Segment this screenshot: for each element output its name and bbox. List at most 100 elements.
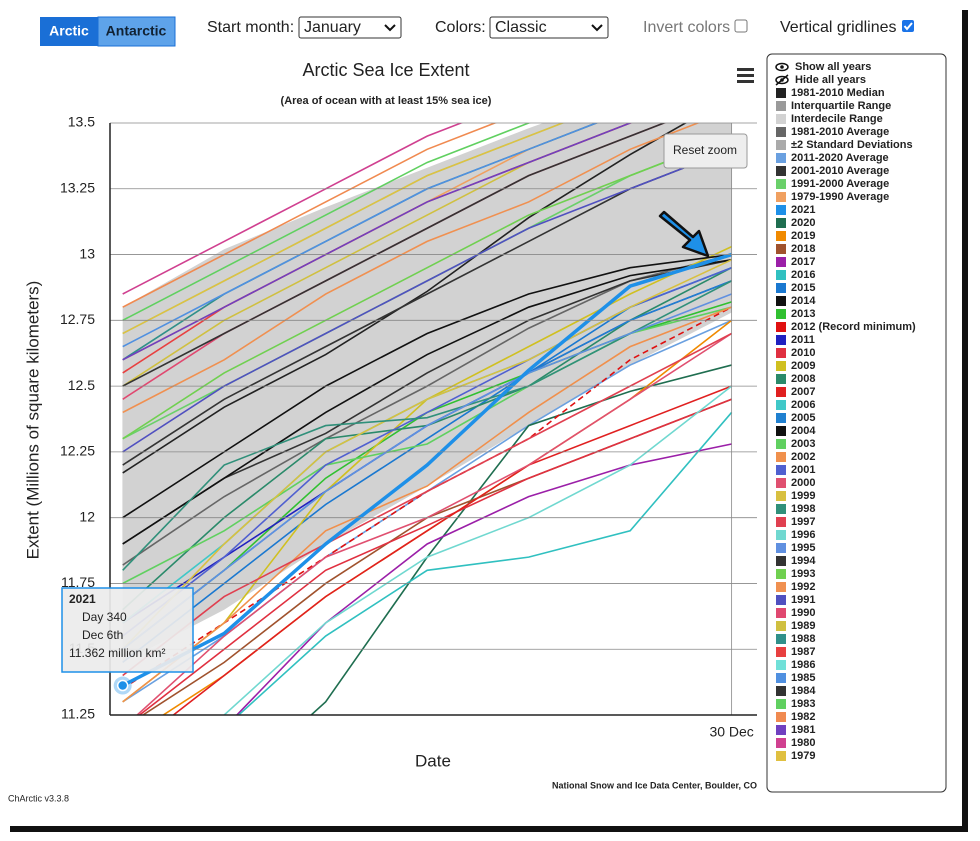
tooltip-title: 2021 [69, 592, 96, 606]
series-line [172, 385, 732, 715]
legend-label[interactable]: 2017 [791, 256, 815, 268]
y-axis-title: Extent (Millions of square kilometers) [23, 281, 42, 560]
select-arrow [384, 24, 396, 32]
legend-label[interactable]: 2020 [791, 217, 815, 229]
legend-label[interactable]: 2019 [791, 230, 815, 242]
legend-label[interactable]: 2016 [791, 269, 815, 281]
eye-slash [775, 74, 789, 86]
legend-label[interactable]: 1981-2010 Median [791, 87, 885, 99]
series-line [122, 123, 701, 414]
legend-label[interactable]: 2004 [791, 425, 816, 437]
legend-label[interactable]: 1998 [791, 503, 815, 515]
legend-label[interactable]: 2012 (Record minimum) [791, 321, 916, 333]
legend-label[interactable]: 1989 [791, 620, 815, 632]
legend-label[interactable]: ±2 Standard Deviations [791, 139, 913, 151]
legend-label[interactable]: 2008 [791, 373, 815, 385]
legend-swatch [776, 114, 786, 124]
gridlines-checkbox[interactable] [902, 20, 914, 32]
legend-label[interactable]: 1992 [791, 581, 815, 593]
legend-swatch [776, 322, 786, 332]
legend-swatch [776, 699, 786, 709]
legend-label[interactable]: 2011-2020 Average [791, 152, 889, 164]
legend-label[interactable]: 2002 [791, 451, 815, 463]
legend-swatch [776, 244, 786, 254]
legend-label[interactable]: 2005 [791, 412, 815, 424]
legend-label[interactable]: 1995 [791, 542, 815, 554]
y-tick-label: 12.25 [60, 443, 95, 459]
legend-action[interactable]: Hide all years [795, 74, 866, 86]
legend-label[interactable]: 1979 [791, 750, 815, 762]
legend-label[interactable]: 2015 [791, 282, 815, 294]
legend-swatch [776, 491, 786, 501]
legend-label[interactable]: 1981 [791, 724, 815, 736]
legend-action[interactable]: Show all years [795, 61, 871, 73]
legend-label[interactable]: 1996 [791, 529, 815, 541]
legend-label[interactable]: 2021 [791, 204, 815, 216]
tooltip-line: 11.362 million km² [69, 646, 165, 660]
legend-label[interactable]: 1990 [791, 607, 815, 619]
legend-label[interactable]: Interdecile Range [791, 113, 883, 125]
legend-label[interactable]: 1987 [791, 646, 815, 658]
legend-label[interactable]: 1979-1990 Average [791, 191, 889, 203]
legend-label[interactable]: 1983 [791, 698, 815, 710]
legend-label[interactable]: 1997 [791, 516, 815, 528]
legend-label[interactable]: 2014 [791, 295, 816, 307]
legend-label[interactable]: 2000 [791, 477, 815, 489]
legend-swatch [776, 439, 786, 449]
legend-label[interactable]: 1982 [791, 711, 815, 723]
legend-swatch [776, 374, 786, 384]
legend-swatch [776, 608, 786, 618]
legend-swatch [776, 218, 786, 228]
legend-swatch [776, 400, 786, 410]
legend-swatch [776, 660, 786, 670]
legend-label[interactable]: 1988 [791, 633, 815, 645]
tooltip-line: Day 340 [82, 610, 127, 624]
legend-label[interactable]: 1993 [791, 568, 815, 580]
colors-select[interactable] [489, 16, 609, 39]
legend-label[interactable]: 2001-2010 Average [791, 165, 889, 177]
legend-label[interactable]: 2003 [791, 438, 815, 450]
legend-label[interactable]: 1986 [791, 659, 815, 671]
legend-swatch [776, 543, 786, 553]
legend-label[interactable]: 1991-2000 Average [791, 178, 889, 190]
legend-label[interactable]: 2006 [791, 399, 815, 411]
legend-label[interactable]: 2013 [791, 308, 815, 320]
reset-zoom-button[interactable] [663, 133, 748, 169]
legend-swatch [776, 257, 786, 267]
legend-label[interactable]: 1999 [791, 490, 815, 502]
legend-swatch [776, 517, 786, 527]
legend-label[interactable]: 1985 [791, 672, 815, 684]
legend-swatch [776, 179, 786, 189]
legend-swatch [776, 738, 786, 748]
legend-label[interactable]: 1980 [791, 737, 815, 749]
series-line [122, 259, 732, 545]
start-month-select[interactable] [298, 16, 402, 39]
invert-checkbox[interactable] [734, 19, 748, 33]
legend-label[interactable]: 1991 [791, 594, 815, 606]
legend-label[interactable]: 2018 [791, 243, 815, 255]
antarctic-label: Antarctic [106, 23, 167, 39]
legend-swatch [776, 465, 786, 475]
legend-label[interactable]: 2001 [791, 464, 815, 476]
legend-swatch [776, 140, 786, 150]
antarctic-button[interactable] [97, 16, 176, 47]
legend-swatch [776, 88, 786, 98]
legend-label[interactable]: 2009 [791, 360, 815, 372]
legend-label[interactable]: 1981-2010 Average [791, 126, 889, 138]
series-line [122, 123, 565, 335]
menu-icon[interactable] [737, 68, 754, 83]
legend-swatch [776, 348, 786, 358]
legend-swatch [776, 127, 786, 137]
legend-swatch [776, 361, 786, 371]
legend-label[interactable]: 2010 [791, 347, 815, 359]
legend-swatch [776, 413, 786, 423]
legend-label[interactable]: Interquartile Range [791, 100, 891, 112]
legend-label[interactable]: 1994 [791, 555, 816, 567]
y-tick-label: 13 [79, 245, 95, 261]
legend-swatch [776, 452, 786, 462]
legend-label[interactable]: 1984 [791, 685, 816, 697]
arctic-button[interactable] [40, 17, 98, 46]
legend-label[interactable]: 2007 [791, 386, 815, 398]
legend-label[interactable]: 2011 [791, 334, 815, 346]
